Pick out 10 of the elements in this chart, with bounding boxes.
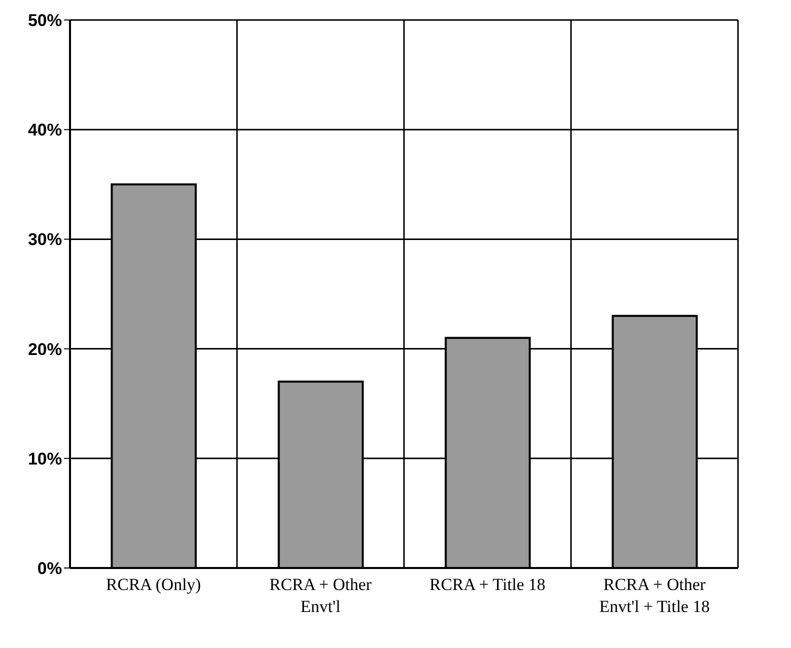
x-tick-label: RCRA + Other Envt'l bbox=[269, 575, 372, 616]
y-tick-label: 40% bbox=[28, 120, 62, 140]
y-tick-label: 20% bbox=[28, 340, 62, 359]
x-tick-label: RCRA + Title 18 bbox=[430, 575, 546, 594]
y-tick-label: 0% bbox=[37, 559, 62, 578]
y-tick-label: 50% bbox=[28, 11, 62, 30]
x-tick-label: RCRA (Only) bbox=[106, 575, 201, 594]
x-tick-label: RCRA + Other Envt'l + Title 18 bbox=[599, 575, 710, 616]
y-tick-label: 10% bbox=[28, 449, 62, 468]
y-tick-label: 30% bbox=[28, 230, 62, 250]
